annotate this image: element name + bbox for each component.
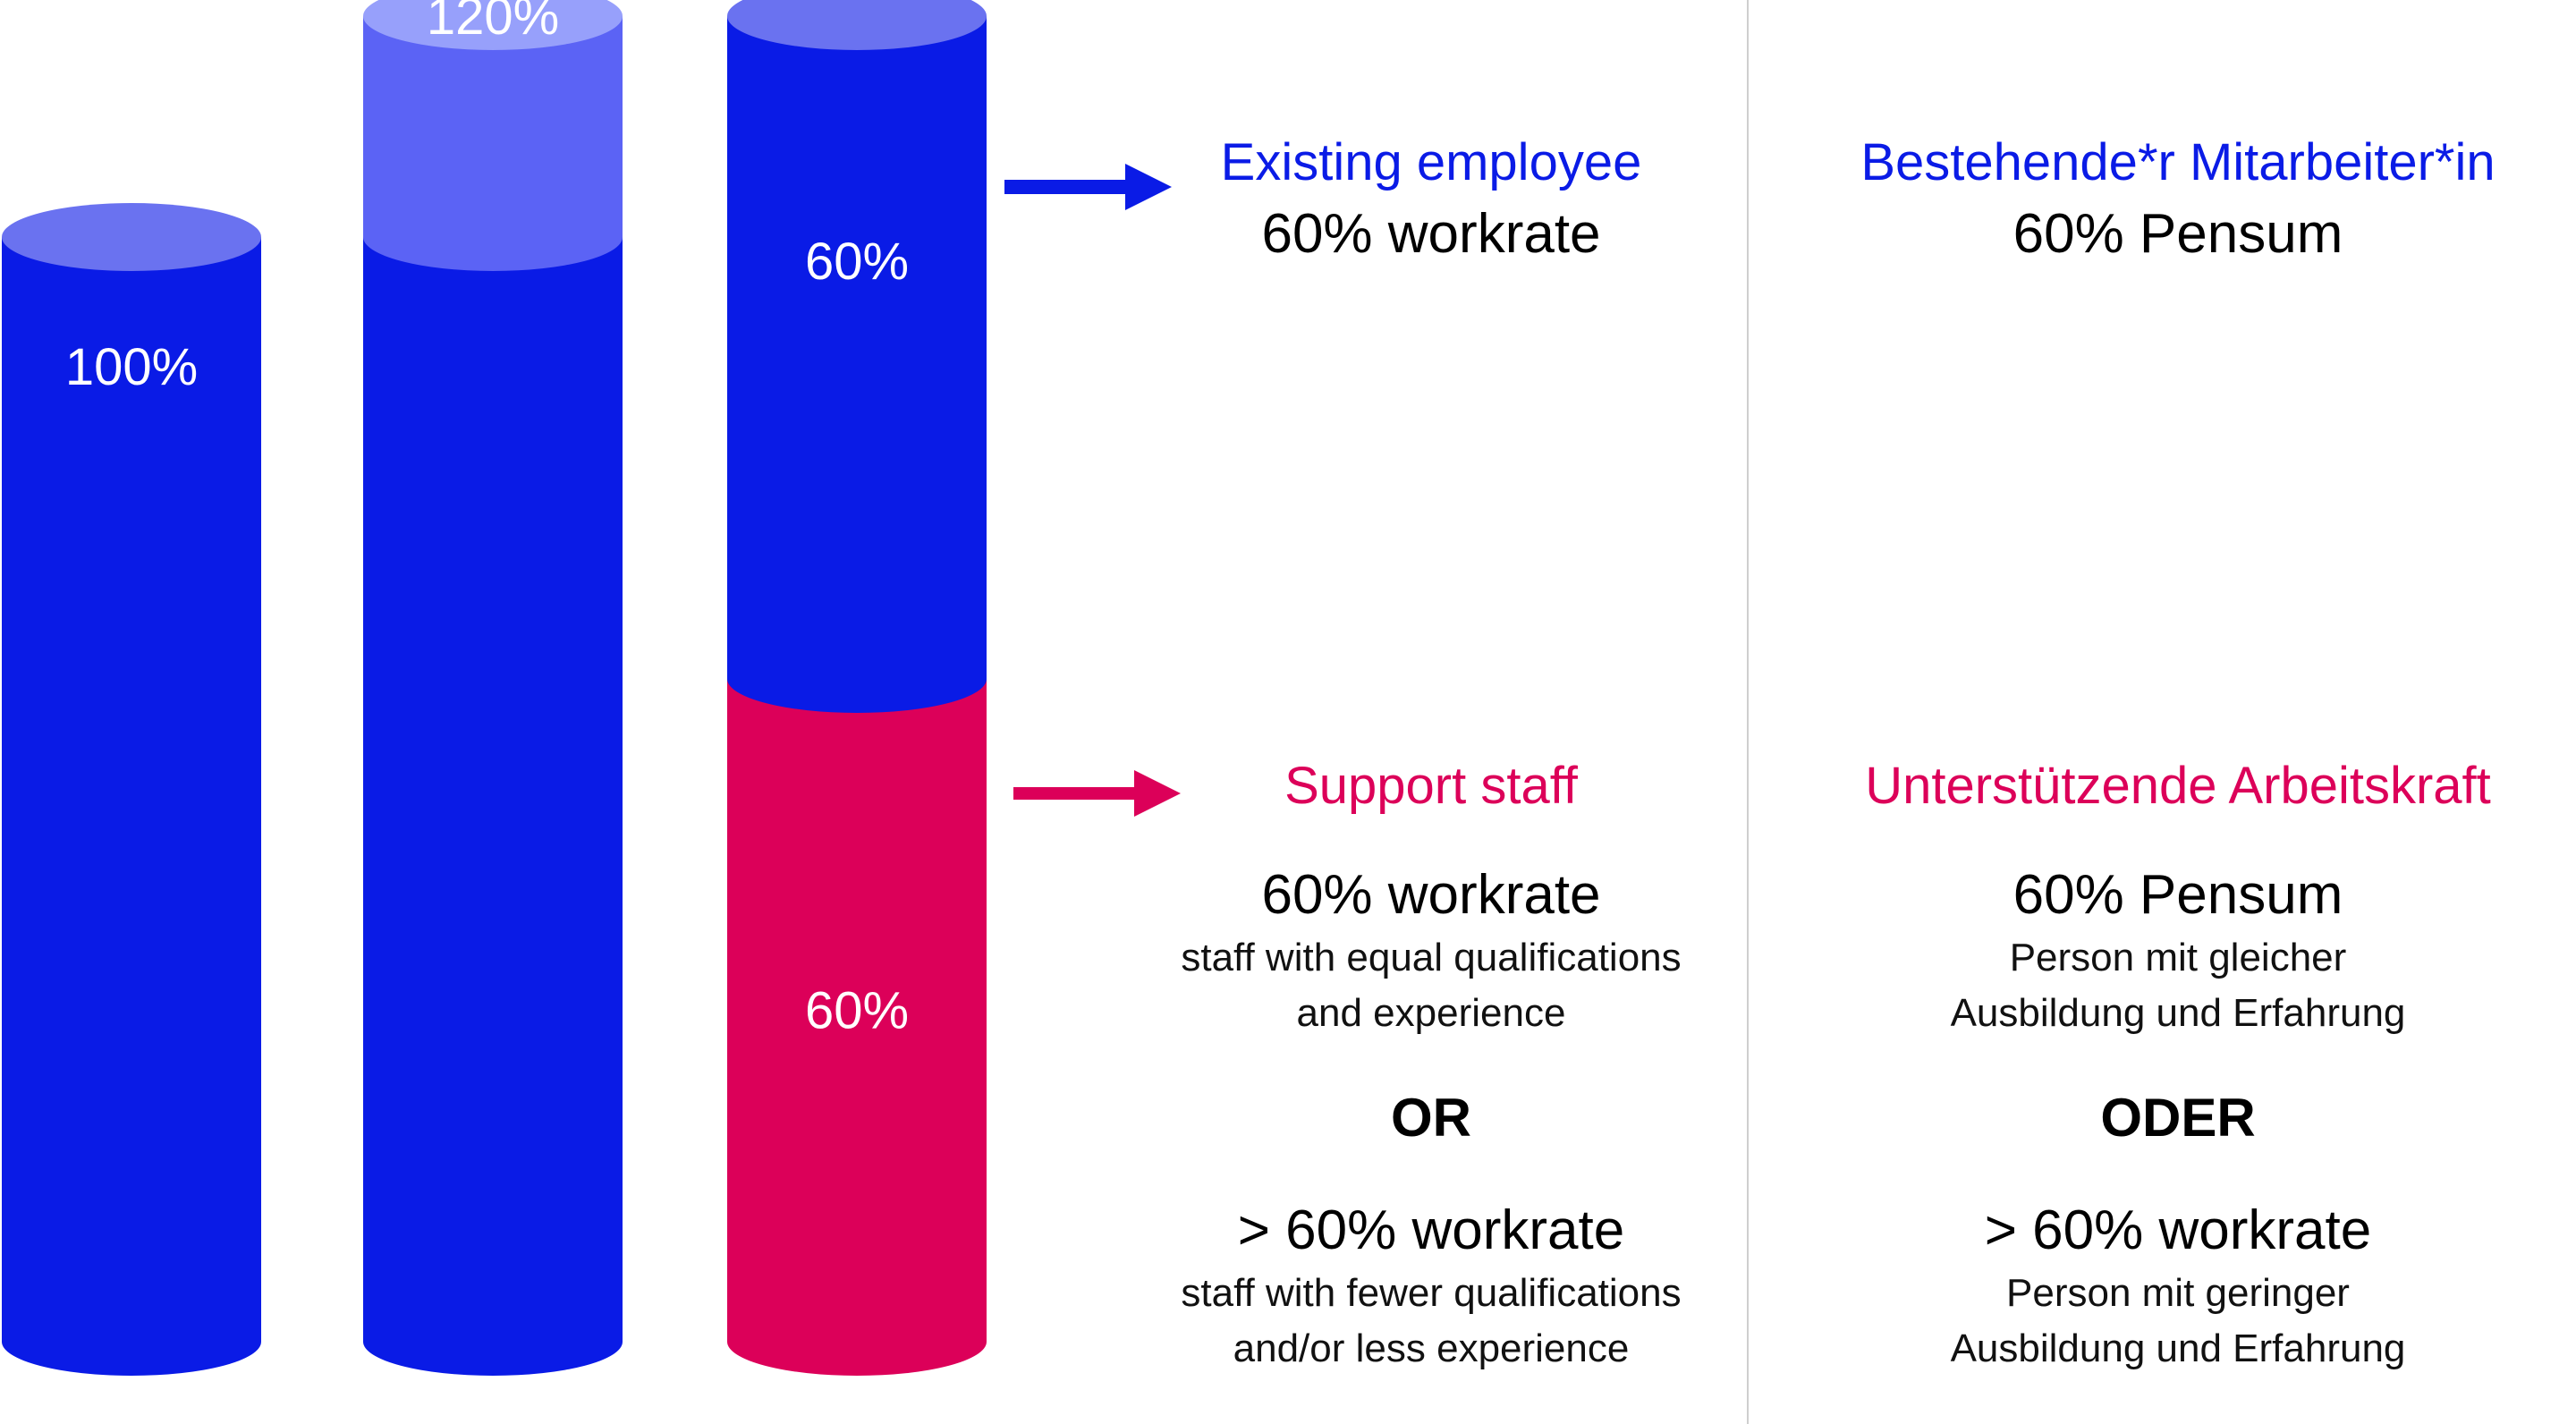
cylinder-3-top [727, 0, 987, 50]
option2-rate: > 60% workrate [1237, 1199, 1625, 1261]
cylinder-2-segment-2-label: 120% [427, 0, 559, 46]
cylinder-chart: 100% 120% 60% 60% [2, 0, 987, 1376]
option1-desc-line2: and experience [1296, 991, 1566, 1035]
cylinder-1-segment-1-label: 100% [65, 338, 198, 396]
existing-employee-rate-de: 60% Pensum [2012, 203, 2343, 265]
cylinder-1-segment-1 [2, 237, 261, 1342]
cylinder-3-segment-1-label: 60% [805, 982, 909, 1040]
blue-arrow-icon [1004, 164, 1172, 210]
pink-arrow-icon [1013, 770, 1181, 817]
cylinder-2-segment-2 [363, 16, 623, 237]
existing-employee-rate: 60% workrate [1261, 203, 1601, 265]
cylinder-2-segment-1 [363, 237, 623, 1342]
option1-desc-line2-de: Ausbildung und Erfahrung [1950, 991, 2406, 1035]
option2-desc-line1: staff with fewer qualifications [1181, 1271, 1682, 1315]
cylinder-3-segment-2 [727, 16, 987, 679]
option2-rate-de: > 60% workrate [1984, 1199, 2372, 1261]
support-staff-title-de: Unterstützende Arbeitskraft [1865, 757, 2491, 815]
support-staff-title: Support staff [1284, 757, 1578, 815]
option2-desc-line2-de: Ausbildung und Erfahrung [1950, 1327, 2406, 1370]
option1-rate-de: 60% Pensum [2012, 864, 2343, 926]
existing-employee-title: Existing employee [1220, 133, 1642, 191]
or-label-de: ODER [2100, 1088, 2256, 1148]
option1-desc-line1-de: Person mit gleicher [2009, 936, 2347, 979]
option1-desc-line1: staff with equal qualifications [1181, 936, 1682, 979]
cylinder-2-top [363, 0, 623, 50]
option1-rate: 60% workrate [1261, 864, 1601, 926]
or-label: OR [1391, 1088, 1471, 1148]
option2-desc-line1-de: Person mit geringer [2006, 1271, 2350, 1315]
cylinder-3-segment-1 [727, 679, 987, 1342]
option2-desc-line2: and/or less experience [1233, 1327, 1630, 1370]
existing-employee-title-de: Bestehende*r Mitarbeiter*in [1860, 133, 2496, 191]
cylinder-3-segment-2-label: 60% [805, 233, 909, 291]
column-divider [1747, 0, 1749, 1424]
cylinder-1-top [2, 203, 261, 271]
